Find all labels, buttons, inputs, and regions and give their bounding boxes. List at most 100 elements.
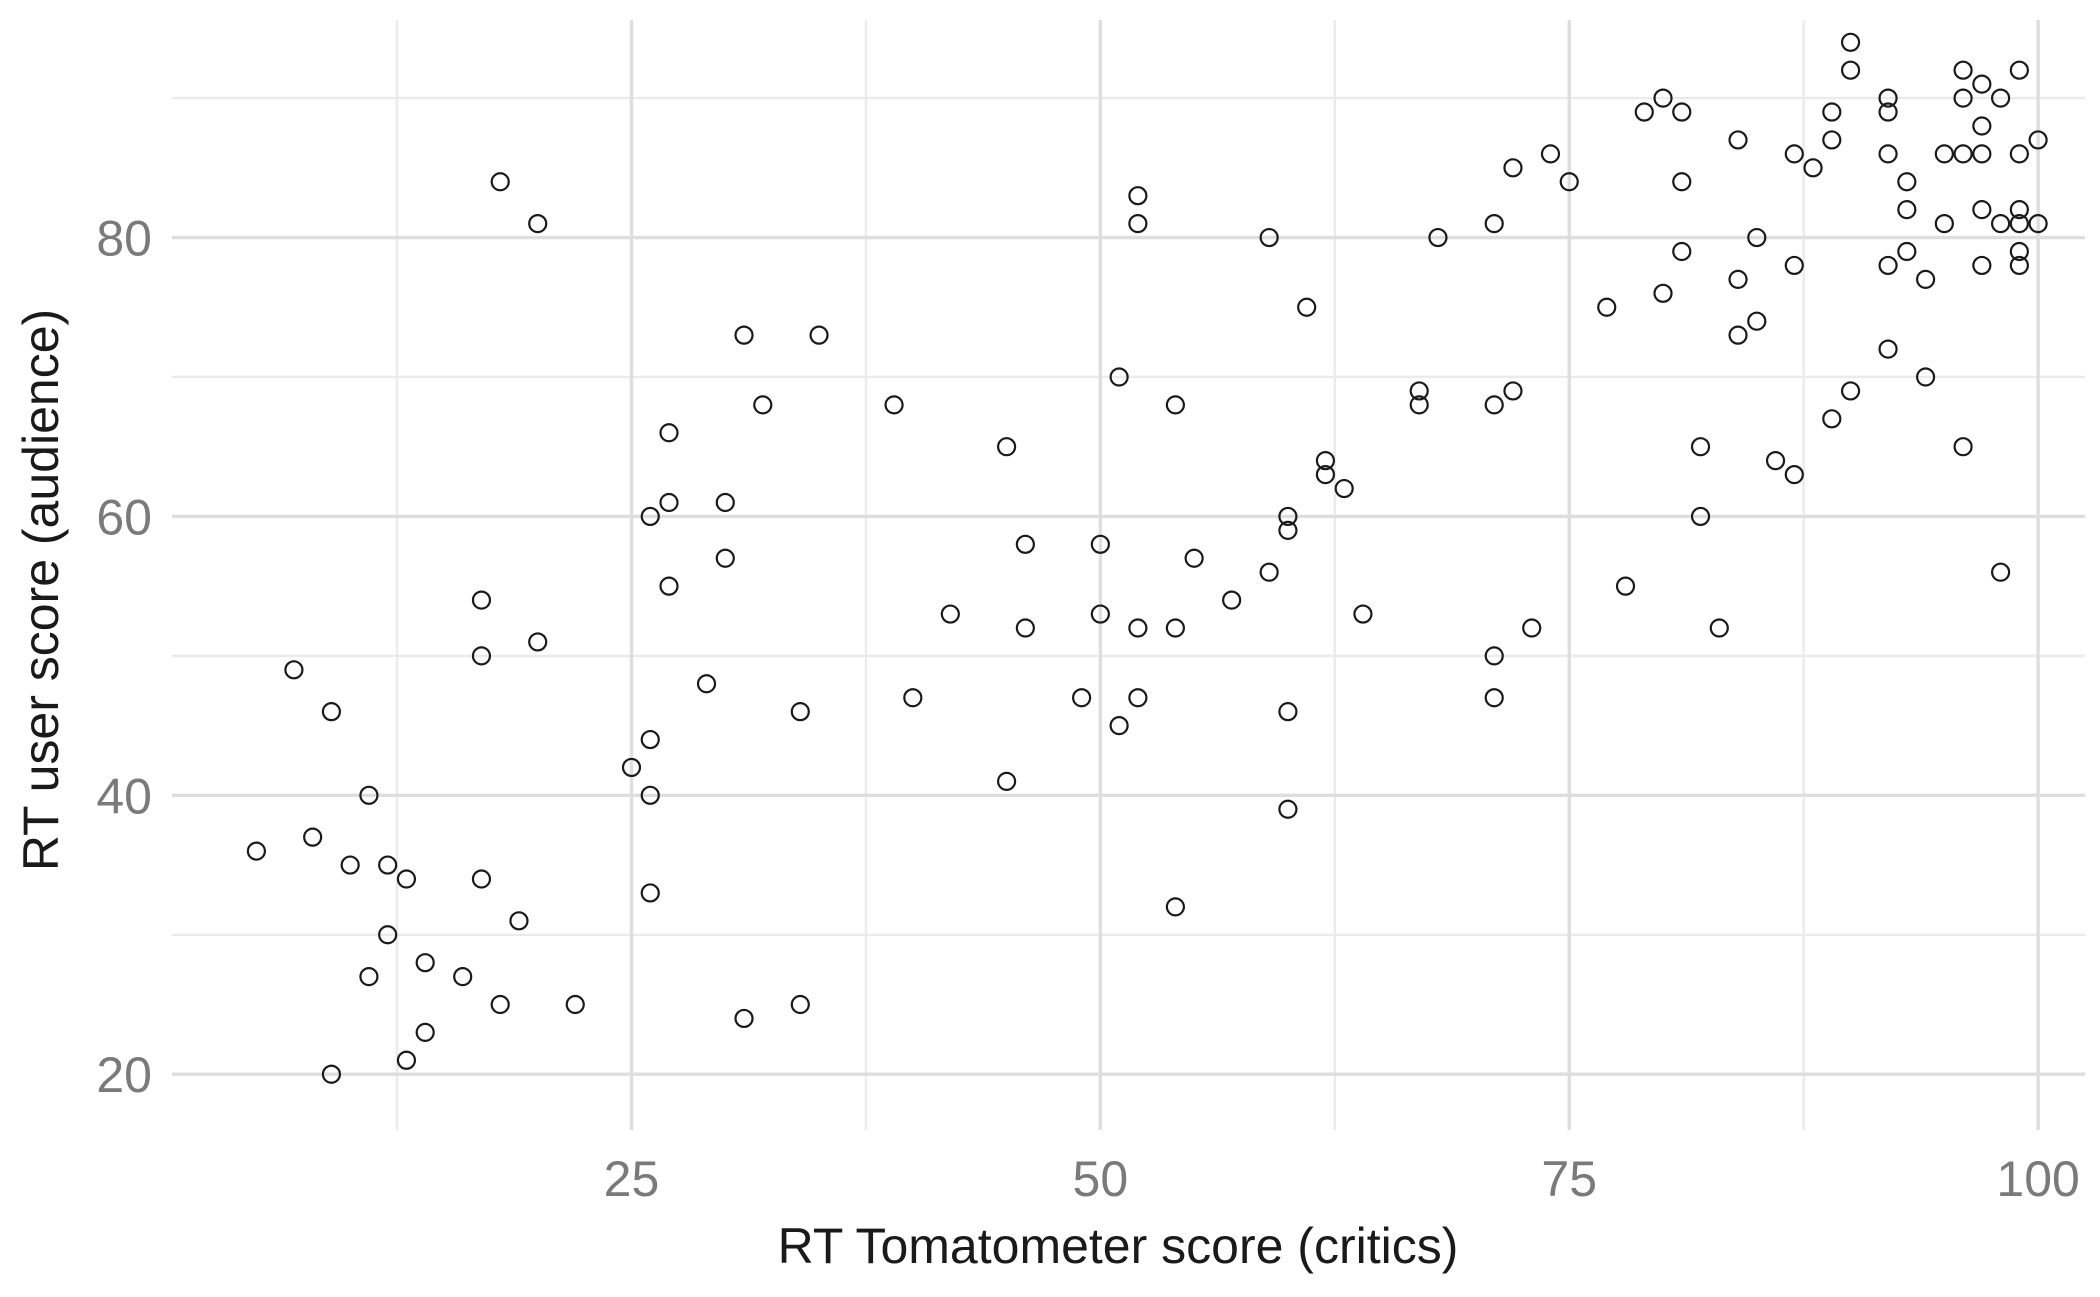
scatter-point bbox=[696, 674, 717, 694]
scatter-point bbox=[490, 172, 510, 192]
scatter-point bbox=[790, 702, 810, 722]
scatter-point bbox=[1803, 158, 1823, 178]
scatter-point bbox=[1991, 88, 2011, 108]
scatter-point bbox=[884, 395, 904, 415]
y-tick-label: 40 bbox=[96, 768, 152, 824]
scatter-point bbox=[528, 632, 548, 652]
scatter-point bbox=[1728, 269, 1748, 289]
scatter-point bbox=[340, 855, 360, 875]
scatter-point bbox=[1934, 213, 1954, 234]
scatter-point bbox=[996, 771, 1017, 791]
minor-gridlines bbox=[172, 20, 2085, 1130]
scatter-point bbox=[1259, 562, 1279, 582]
scatter-point bbox=[2009, 241, 2029, 262]
x-tick-label: 100 bbox=[1996, 1151, 2079, 1207]
scatter-point bbox=[1878, 255, 1898, 276]
scatter-point bbox=[790, 994, 810, 1015]
scatter-point bbox=[471, 590, 492, 610]
scatter-point bbox=[1278, 520, 1298, 540]
scatter-point bbox=[903, 688, 923, 708]
scatter-point bbox=[415, 1022, 435, 1042]
scatter-point bbox=[1822, 102, 1842, 122]
scatter-point bbox=[1672, 102, 1692, 122]
scatter-point bbox=[1897, 172, 1917, 192]
y-tick-label: 20 bbox=[96, 1047, 152, 1103]
scatter-point bbox=[1128, 213, 1148, 234]
scatter-point bbox=[1015, 534, 1035, 554]
scatter-point bbox=[1090, 534, 1110, 554]
scatter-point bbox=[1484, 213, 1504, 234]
scatter-point bbox=[1615, 576, 1636, 596]
scatter-point bbox=[734, 1008, 754, 1029]
scatter-point bbox=[1297, 297, 1317, 317]
scatter-point bbox=[640, 729, 660, 750]
scatter-point bbox=[528, 213, 548, 234]
scatter-point bbox=[1109, 367, 1129, 387]
scatter-point bbox=[1728, 130, 1748, 150]
scatter-point bbox=[1991, 562, 2011, 582]
x-axis-tick-labels: 25 50 75 100 bbox=[604, 1151, 2080, 1207]
scatter-point bbox=[1728, 325, 1748, 345]
scatter-point bbox=[509, 911, 529, 931]
scatter-point bbox=[1128, 186, 1148, 206]
scatter-point bbox=[640, 785, 660, 805]
y-axis-title: RT user score (audience) bbox=[13, 309, 69, 871]
scatter-point bbox=[1540, 144, 1561, 164]
scatter-point bbox=[471, 646, 492, 666]
scatter-point bbox=[1878, 88, 1898, 108]
scatter-point bbox=[940, 604, 960, 624]
scatter-point bbox=[1090, 604, 1110, 624]
scatter-point bbox=[1128, 618, 1148, 638]
scatter-point bbox=[1953, 60, 1973, 80]
scatter-point bbox=[1840, 60, 1861, 80]
scatter-point bbox=[1015, 618, 1035, 638]
scatter-points bbox=[246, 32, 2048, 1084]
scatter-point bbox=[359, 785, 379, 805]
scatter-point bbox=[1259, 227, 1279, 248]
scatter-point bbox=[2009, 60, 2029, 80]
scatter-point bbox=[1915, 367, 1936, 387]
scatter-point bbox=[1878, 102, 1898, 122]
scatter-point bbox=[1559, 172, 1579, 192]
scatter-point bbox=[396, 869, 417, 889]
scatter-point bbox=[396, 1050, 417, 1070]
scatter-point bbox=[1653, 88, 1673, 108]
scatter-point bbox=[1953, 437, 1973, 457]
scatter-point bbox=[1972, 255, 1992, 276]
scatter-point bbox=[1972, 200, 1992, 220]
scatter-point bbox=[1278, 799, 1298, 819]
scatter-point bbox=[715, 492, 735, 513]
scatter-point bbox=[753, 395, 773, 415]
scatter-point bbox=[1840, 381, 1861, 401]
scatter-point bbox=[471, 869, 492, 889]
scatter-point bbox=[1709, 618, 1729, 638]
scatter-point bbox=[2028, 130, 2048, 150]
scatter-point bbox=[1409, 381, 1429, 401]
scatter-point bbox=[321, 1064, 342, 1084]
y-tick-label: 80 bbox=[96, 211, 152, 267]
scatter-point bbox=[565, 994, 585, 1015]
scatter-point bbox=[996, 437, 1017, 457]
scatter-point bbox=[378, 855, 398, 875]
scatter-point bbox=[1409, 395, 1429, 415]
scatter-point bbox=[2028, 213, 2048, 234]
scatter-point bbox=[621, 757, 642, 778]
scatter-point bbox=[1334, 478, 1354, 499]
scatter-point bbox=[1222, 590, 1242, 610]
scatter-point bbox=[1503, 381, 1523, 401]
scatter-point bbox=[1690, 506, 1711, 527]
scatter-point bbox=[1428, 227, 1448, 248]
scatter-point bbox=[1784, 464, 1804, 485]
x-axis-title: RT Tomatometer score (critics) bbox=[778, 1218, 1459, 1274]
scatter-point bbox=[359, 967, 379, 987]
scatter-point bbox=[1878, 339, 1898, 359]
scatter-point bbox=[1897, 241, 1917, 262]
scatter-point bbox=[1484, 646, 1504, 666]
scatter-point bbox=[1972, 144, 1992, 164]
scatter-point bbox=[490, 994, 510, 1015]
scatter-point bbox=[1597, 297, 1617, 317]
scatter-point bbox=[1915, 269, 1936, 289]
scatter-point bbox=[1672, 172, 1692, 192]
scatter-point bbox=[1484, 688, 1504, 708]
